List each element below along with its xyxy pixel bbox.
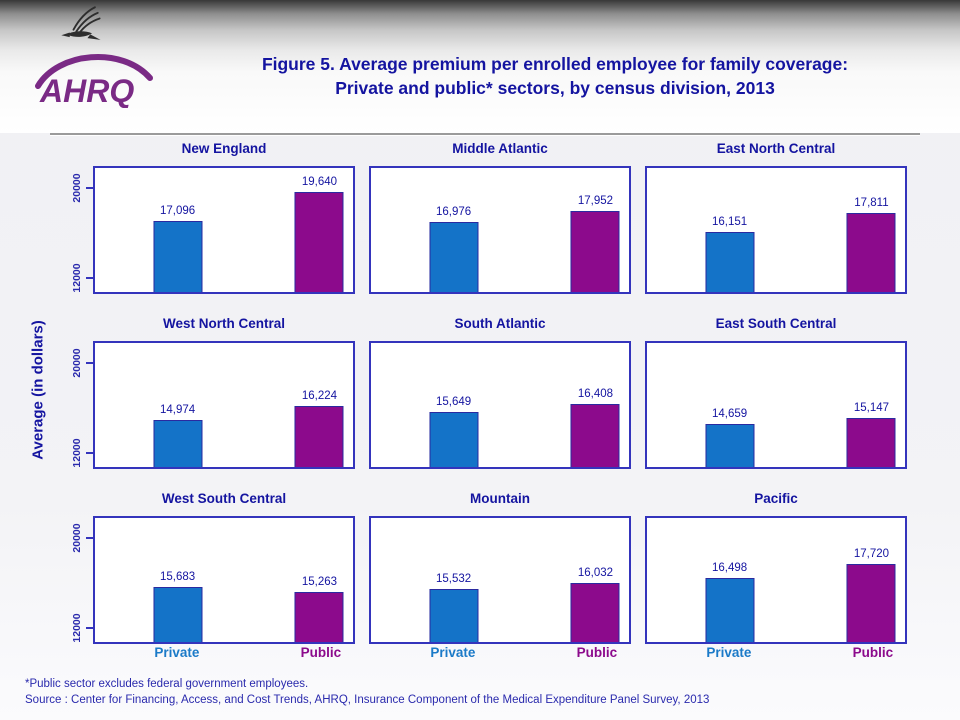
plot-area: 16,151 17,811	[645, 166, 907, 294]
y-tick-mark	[86, 187, 94, 190]
chart-grid-row-3: West South Central 15,683 15,263 12000 2000…	[71, 491, 907, 665]
chart-panel-east-north-central: East North Central 16,151 17,811	[645, 141, 907, 294]
value-label-private: 15,532	[435, 572, 472, 585]
bar-private	[429, 588, 479, 642]
bar-private	[705, 423, 755, 467]
panel-title: New England	[181, 141, 267, 156]
bar-private	[429, 222, 479, 292]
chart-panel-east-south-central: East South Central 14,659 15,147	[645, 316, 907, 469]
chart-grid-row-1: New England 17,096 19,640 12000 20000 Middl…	[71, 141, 907, 294]
plot-area: 15,532 16,032	[369, 516, 631, 644]
bar-private	[429, 412, 479, 467]
value-label-private: 16,151	[711, 215, 748, 228]
x-category-labels: Private Public	[369, 645, 631, 665]
bar-private	[705, 231, 755, 292]
value-label-public: 17,811	[854, 196, 889, 209]
footnote-source: Source : Center for Financing, Access, a…	[25, 693, 710, 706]
chart-panel-west-south-central: West South Central 15,683 15,263 12000 2000…	[71, 491, 355, 665]
plot-area: 17,096 19,640 12000 20000	[71, 166, 355, 294]
chart-panel-pacific: Pacific 16,498 17,720 Private Public	[645, 491, 907, 665]
panel-title: West South Central	[161, 491, 287, 506]
x-category-label-public: Public	[852, 645, 894, 660]
value-label-private: 16,498	[711, 561, 748, 574]
panel-title: West North Central	[162, 316, 285, 331]
panel-title: Mountain	[470, 491, 530, 506]
x-category-label-public: Public	[300, 645, 342, 660]
y-tick-mark	[86, 277, 94, 280]
bar-public	[846, 212, 896, 292]
x-category-label-public: Public	[576, 645, 618, 660]
y-tick-mark	[86, 627, 94, 630]
value-label-private: 14,974	[159, 403, 196, 416]
value-label-private: 16,976	[435, 206, 472, 219]
bar-public	[294, 591, 344, 642]
bar-public	[570, 403, 620, 467]
value-label-private: 14,659	[711, 407, 748, 420]
bar-public	[570, 211, 620, 292]
y-tick-mark	[86, 362, 94, 365]
panel-title: East North Central	[716, 141, 836, 156]
bar-public	[294, 192, 344, 292]
header-banner: AHRQ Figure 5. Average premium per enrol…	[0, 0, 960, 133]
x-category-label-private: Private	[154, 645, 200, 660]
plot-area: 14,659 15,147	[645, 341, 907, 469]
value-label-private: 17,096	[159, 205, 196, 218]
value-label-public: 19,640	[301, 176, 338, 189]
plot-area: 14,974 16,224 12000 20000	[71, 341, 355, 469]
bar-private	[153, 586, 203, 642]
panel-title: Middle Atlantic	[452, 141, 548, 156]
panel-title: Pacific	[754, 491, 798, 506]
bar-public	[294, 405, 344, 467]
panel-title: South Atlantic	[454, 316, 546, 331]
value-label-public: 15,263	[301, 575, 338, 588]
chart-panel-south-atlantic: South Atlantic 15,649 16,408	[369, 316, 631, 469]
footnote-asterisk: *Public sector excludes federal governme…	[25, 678, 309, 690]
value-label-public: 17,952	[577, 195, 614, 208]
ahrq-logo: AHRQ	[35, 53, 153, 108]
plot-area: 15,683 15,263 12000 20000	[71, 516, 355, 644]
ahrq-logo-text: AHRQ	[39, 73, 134, 108]
value-label-public: 16,032	[577, 567, 614, 580]
y-tick-mark	[86, 452, 94, 455]
x-category-label-private: Private	[430, 645, 476, 660]
bar-private	[153, 221, 203, 292]
value-label-public: 16,224	[301, 389, 338, 402]
value-label-public: 15,147	[853, 402, 890, 414]
value-label-private: 15,683	[159, 570, 196, 583]
bar-private	[705, 577, 755, 642]
chart-panel-new-england: New England 17,096 19,640 12000 20000	[71, 141, 355, 294]
value-label-private: 15,649	[435, 396, 472, 409]
x-category-labels: Private Public	[645, 645, 907, 665]
figure-title-line2: Private and public* sectors, by census d…	[335, 78, 775, 98]
chart-panel-west-north-central: West North Central 14,974 16,224 12000 2000…	[71, 316, 355, 469]
y-tick-mark	[86, 537, 94, 540]
chart-panel-middle-atlantic: Middle Atlantic 16,976 17,952	[369, 141, 631, 294]
footnotes: *Public sector excludes federal governme…	[25, 677, 709, 708]
plot-area: 16,498 17,720	[645, 516, 907, 644]
value-label-public: 16,408	[577, 387, 614, 400]
figure-title: Figure 5. Average premium per enrolled e…	[165, 52, 945, 100]
panel-title: East South Central	[715, 316, 837, 331]
bar-public	[846, 564, 896, 642]
figure-title-line1: Figure 5. Average premium per enrolled e…	[261, 54, 849, 74]
value-label-public: 17,720	[853, 548, 890, 560]
hhs-eagle-icon	[61, 6, 101, 40]
bar-private	[153, 419, 203, 467]
chart-grid-row-2: West North Central 14,974 16,224 12000 2000…	[71, 316, 907, 469]
x-category-labels: Private Public	[93, 645, 355, 665]
x-category-label-private: Private	[706, 645, 752, 660]
chart-panel-mountain: Mountain 15,532 16,032 Private Public	[369, 491, 631, 665]
plot-area: 15,649 16,408	[369, 341, 631, 469]
plot-area: 16,976 17,952	[369, 166, 631, 294]
header-divider	[50, 133, 920, 136]
bar-public	[846, 418, 896, 467]
bar-public	[570, 583, 620, 642]
